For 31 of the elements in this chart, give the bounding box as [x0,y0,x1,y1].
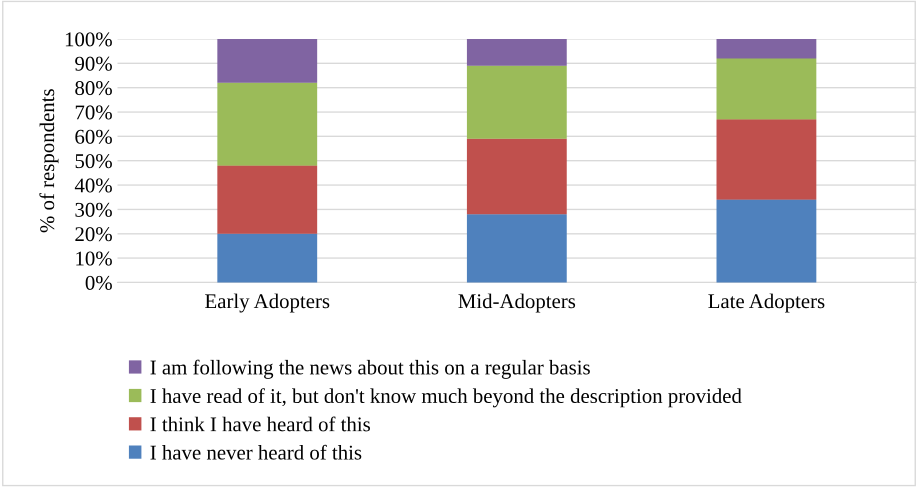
y-tick-label: 100% [66,32,112,46]
bar [217,166,318,234]
bar [716,119,816,200]
bar [716,38,816,58]
x-tick-label: Early Adopters [205,294,330,313]
legend-label: I am following the news about this on a regular basis [150,360,590,379]
bar [716,58,816,120]
y-axis-title: % of respondents [39,89,58,232]
x-tick-label: Late Adopters [708,294,824,312]
y-tick-label: 30% [75,202,112,217]
bar [466,138,567,214]
bar [466,38,567,66]
legend-label: I have read of it, but don't know much beyond the description provided [150,388,742,408]
y-tick-label: 20% [75,227,112,242]
x-tick-label: Mid-Adopters [458,294,576,312]
y-tick-label: 60% [75,130,112,144]
y-tick-label: 50% [76,154,112,168]
y-tick-label: 40% [74,178,112,193]
bar [217,82,318,166]
legend-label: I think I have heard of this [150,416,370,432]
y-tick-label: 90% [75,56,112,71]
bar [217,234,318,282]
y-tick-label: 80% [75,81,112,96]
bar [716,200,816,282]
bar [466,214,567,282]
bar [217,38,318,83]
y-tick-label: 0% [86,276,112,290]
legend-label: I have never heard of this [150,444,362,460]
y-tick-label: 10% [76,251,112,266]
y-tick-label: 70% [76,105,112,120]
bar [466,66,567,139]
